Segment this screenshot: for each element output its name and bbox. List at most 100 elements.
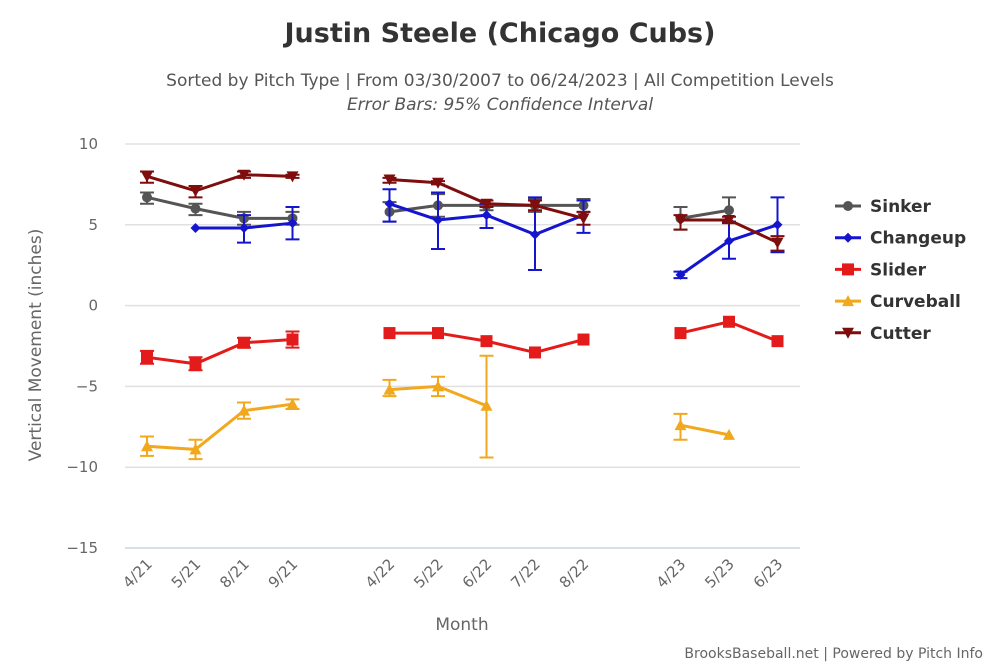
y-axis-label: Vertical Movement (inches) (26, 229, 46, 462)
data-point[interactable] (480, 198, 493, 210)
x-ticks: 4/21 5/21 8/21 9/21 4/22 5/22 6/22 7/22 8/22 4/23… (119, 555, 786, 592)
y-tick-label: −10 (66, 458, 98, 476)
series-line (680, 208, 730, 220)
chart-title: Justin Steele (Chicago Cubs) (283, 18, 716, 49)
legend-marker[interactable] (842, 263, 854, 276)
data-point[interactable] (189, 443, 202, 455)
legend-marker[interactable] (842, 327, 854, 339)
data-point[interactable] (771, 335, 784, 348)
legend-label: Changeup (870, 229, 966, 249)
data-point[interactable] (724, 205, 734, 216)
data-point[interactable] (287, 218, 298, 229)
series-layer (140, 169, 785, 461)
data-point[interactable] (383, 383, 396, 395)
data-point[interactable] (141, 171, 153, 183)
y-tick-label: −15 (66, 539, 98, 557)
x-tick-label: 4/21 (119, 555, 156, 592)
legend-label: Slider (870, 260, 927, 280)
data-point[interactable] (384, 198, 395, 209)
x-tick-label: 4/22 (362, 555, 399, 592)
data-point[interactable] (577, 333, 590, 346)
legend-item-curveball[interactable]: Curveball (835, 292, 961, 312)
data-point[interactable] (239, 223, 249, 234)
legend-marker[interactable] (843, 201, 853, 211)
legend-label: Curveball (870, 292, 961, 312)
y-tick-label: 0 (88, 297, 98, 315)
data-point[interactable] (286, 333, 299, 346)
data-point[interactable] (141, 440, 153, 452)
legend-label: Cutter (870, 324, 931, 344)
chart-subtitle-error-bars: Error Bars: 95% Confidence Interval (347, 95, 653, 115)
data-point[interactable] (674, 327, 687, 340)
x-tick-label: 8/22 (556, 555, 593, 592)
data-point[interactable] (286, 171, 299, 183)
data-point[interactable] (141, 351, 153, 364)
data-point[interactable] (383, 327, 396, 340)
x-tick-label: 8/21 (216, 555, 253, 592)
series-line (146, 173, 293, 193)
data-point[interactable] (529, 346, 541, 359)
x-tick-label: 5/21 (168, 555, 205, 592)
x-tick-label: 6/23 (750, 555, 787, 592)
credit-text: BrooksBaseball.net | Powered by Pitch In… (684, 646, 983, 662)
data-point[interactable] (432, 380, 444, 392)
legend-item-sinker[interactable]: Sinker (835, 197, 932, 217)
data-point[interactable] (432, 177, 444, 189)
data-point[interactable] (238, 169, 250, 181)
data-point[interactable] (530, 229, 540, 240)
data-point[interactable] (433, 214, 443, 225)
y-ticks: 10 5 0 −5 −10 −15 (66, 135, 98, 557)
y-tick-label: 5 (88, 216, 98, 234)
y-tick-label: 10 (79, 135, 98, 153)
data-point[interactable] (238, 336, 250, 349)
x-tick-label: 9/21 (265, 555, 302, 592)
data-point[interactable] (190, 203, 201, 214)
data-point[interactable] (190, 223, 201, 234)
legend-item-changeup[interactable]: Changeup (835, 229, 966, 249)
data-point[interactable] (724, 235, 734, 246)
series-line (146, 338, 293, 366)
data-point[interactable] (723, 315, 735, 328)
series-slider (140, 315, 784, 372)
data-point[interactable] (432, 327, 444, 340)
x-tick-label: 5/22 (410, 555, 447, 592)
data-point[interactable] (480, 399, 493, 411)
data-point[interactable] (480, 335, 493, 348)
data-point[interactable] (481, 210, 492, 221)
data-point[interactable] (675, 269, 686, 280)
data-point[interactable] (238, 404, 250, 416)
series-curveball (140, 354, 735, 461)
series-line (146, 402, 293, 451)
legend-marker[interactable] (842, 295, 854, 307)
data-point[interactable] (723, 428, 735, 440)
data-point[interactable] (529, 200, 541, 212)
series-changeup (190, 188, 785, 280)
data-point[interactable] (771, 237, 784, 249)
data-point[interactable] (189, 185, 202, 197)
legend-marker[interactable] (843, 232, 853, 243)
data-point[interactable] (577, 213, 590, 225)
data-point[interactable] (723, 214, 735, 226)
chart-subtitle: Sorted by Pitch Type | From 03/30/2007 t… (166, 71, 834, 91)
data-point[interactable] (674, 214, 687, 226)
legend-item-cutter[interactable]: Cutter (835, 324, 931, 344)
series-line (680, 423, 730, 437)
data-point[interactable] (383, 174, 396, 186)
data-point[interactable] (189, 357, 202, 370)
series-cutter (140, 169, 785, 252)
data-point[interactable] (142, 192, 152, 203)
data-point[interactable] (772, 219, 783, 230)
data-point[interactable] (674, 419, 687, 431)
series-line (146, 195, 293, 220)
legend: Sinker Changeup Slider Curveball Cutter (835, 197, 966, 344)
legend-item-slider[interactable]: Slider (835, 260, 927, 280)
x-tick-label: 4/23 (653, 555, 690, 592)
x-tick-label: 6/22 (459, 555, 496, 592)
y-tick-label: −5 (76, 377, 98, 395)
x-axis-label: Month (435, 615, 488, 635)
x-tick-label: 5/23 (701, 555, 738, 592)
data-point[interactable] (286, 398, 299, 410)
legend-label: Sinker (870, 197, 932, 217)
x-tick-label: 7/22 (507, 555, 544, 592)
